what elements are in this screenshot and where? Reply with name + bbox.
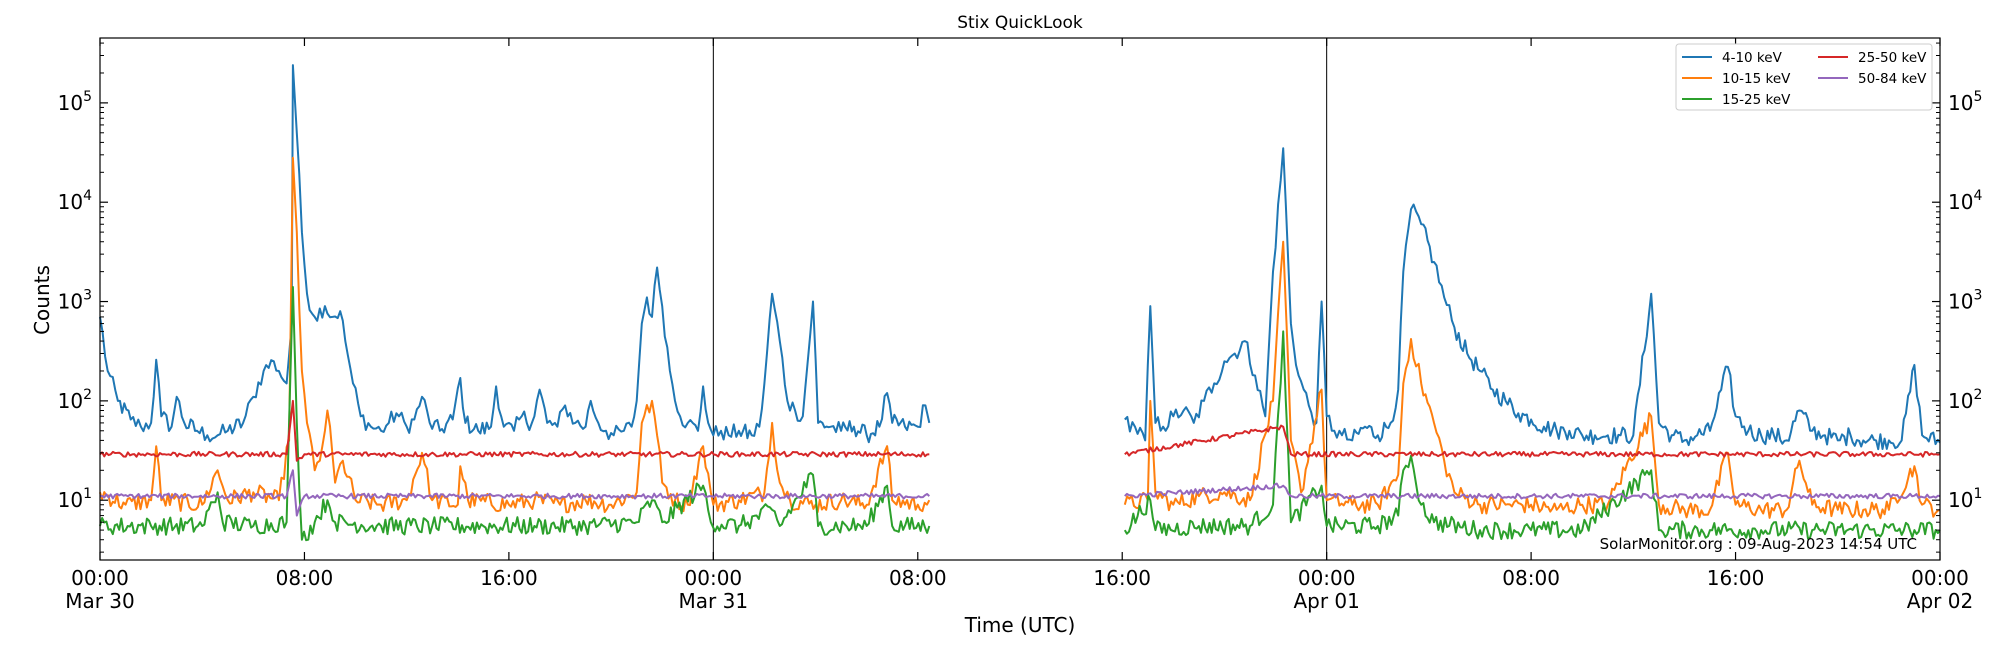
x-tick-date-label: Mar 30 xyxy=(65,589,135,613)
solarmonitor-annotation: SolarMonitor.org : 09-Aug-2023 14:54 UTC xyxy=(1600,535,1917,553)
x-axis-label: Time (UTC) xyxy=(964,613,1076,637)
plot-frame xyxy=(99,37,1941,561)
day-boundary-lines xyxy=(712,38,1328,560)
series-line-4-10-kev xyxy=(99,64,1941,451)
x-tick-label: 16:00 xyxy=(1093,566,1151,590)
series-line-10-15-kev xyxy=(99,156,1941,520)
x-tick-label: 16:00 xyxy=(480,566,538,590)
x-tick-label: 00:00 xyxy=(1298,566,1356,590)
legend-label: 10-15 keV xyxy=(1722,71,1791,87)
y-tick-label-right: 105 xyxy=(1948,89,1982,115)
x-tick-date-label: Mar 31 xyxy=(679,589,749,613)
y-tick-label: 102 xyxy=(58,387,92,413)
series-line-50-84-kev xyxy=(99,469,1941,517)
y-tick-label-right: 104 xyxy=(1948,188,1982,214)
series-layer xyxy=(99,64,1941,542)
x-tick-date-label: Apr 01 xyxy=(1293,589,1359,613)
y-tick-label-right: 101 xyxy=(1948,486,1982,512)
x-tick-label: 16:00 xyxy=(1707,566,1765,590)
legend-label: 50-84 keV xyxy=(1858,71,1927,87)
y-tick-label: 104 xyxy=(58,188,92,214)
x-tick-label: 08:00 xyxy=(889,566,947,590)
x-tick-date-label: Apr 02 xyxy=(1907,589,1973,613)
x-tick-label: 08:00 xyxy=(1502,566,1560,590)
chart-title: Stix QuickLook xyxy=(957,13,1083,33)
legend-label: 15-25 keV xyxy=(1722,92,1791,108)
x-tick-label: 00:00 xyxy=(71,566,129,590)
legend-label: 25-50 keV xyxy=(1858,50,1927,66)
x-tick-label: 00:00 xyxy=(685,566,743,590)
series-line-25-50-kev xyxy=(99,399,1941,462)
y-tick-label: 105 xyxy=(58,89,92,115)
x-tick-label: 00:00 xyxy=(1911,566,1969,590)
legend: 4-10 keV 10-15 keV 15-25 keV 25-50 keV 50-84… xyxy=(1675,43,1933,111)
y-tick-label: 103 xyxy=(58,288,92,314)
legend-label: 4-10 keV xyxy=(1722,50,1783,66)
y-axis-label: Counts xyxy=(30,265,54,335)
y-tick-label: 101 xyxy=(58,486,92,512)
y-tick-label-right: 102 xyxy=(1948,387,1982,413)
y-tick-label-right: 103 xyxy=(1948,288,1982,314)
x-tick-label: 08:00 xyxy=(276,566,334,590)
legend-box xyxy=(1675,43,1933,111)
series-line-15-25-kev xyxy=(99,286,1941,542)
y-axis: 101 101 102 102 103 103 104 104 105 105 xyxy=(58,42,1982,553)
